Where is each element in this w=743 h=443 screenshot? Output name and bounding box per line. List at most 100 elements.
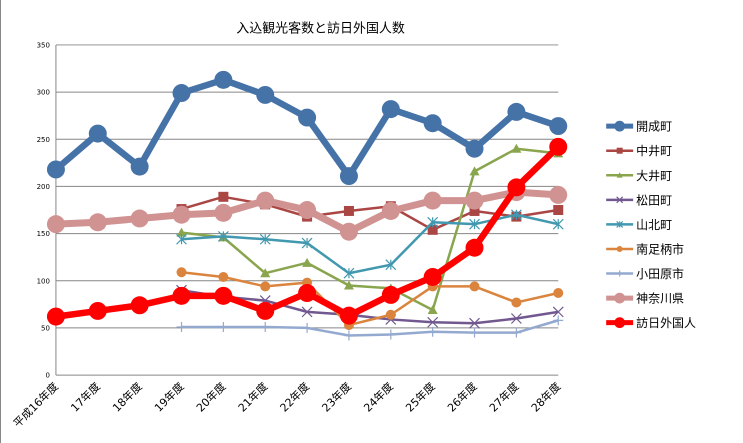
series-line [181, 147, 559, 312]
data-point [218, 191, 229, 202]
data-point [511, 327, 522, 338]
data-point [260, 321, 271, 332]
data-point [298, 108, 317, 127]
x-tick-label: 21年度 [235, 379, 270, 414]
data-point [616, 220, 624, 228]
data-point [218, 321, 229, 332]
data-point [385, 329, 396, 340]
series-訪日外国人 [46, 137, 568, 326]
legend-item: 大井町 [606, 169, 672, 183]
legend-label: 松田町 [636, 193, 672, 207]
legend-label: 中井町 [636, 143, 672, 158]
legend-item: 山北町 [606, 218, 672, 232]
data-point [343, 280, 354, 290]
data-point [427, 316, 439, 328]
data-point [553, 315, 564, 326]
legend-item: 小田原市 [606, 266, 684, 281]
data-point [176, 267, 187, 278]
data-point [256, 85, 275, 104]
x-tick-label: 23年度 [319, 379, 354, 414]
data-point [614, 120, 626, 132]
y-tick-label: 250 [37, 136, 50, 144]
legend-label: 開成町 [636, 120, 672, 134]
data-point [339, 167, 358, 186]
data-point [552, 218, 564, 230]
legend-item: 神奈川県 [606, 292, 684, 306]
x-tick-label: 27年度 [486, 379, 521, 414]
data-point [46, 307, 65, 326]
legend-item: 訪日外国人 [606, 315, 696, 330]
x-tick-label: 25年度 [402, 379, 437, 414]
data-point [427, 216, 439, 228]
data-point [301, 306, 313, 318]
data-point [343, 330, 354, 341]
series-小田原市 [176, 315, 564, 341]
data-point [469, 205, 480, 216]
legend-item: 中井町 [606, 143, 672, 158]
series-line [181, 288, 559, 325]
data-point [176, 227, 187, 237]
legend-label: 神奈川県 [636, 292, 684, 306]
data-point [298, 201, 317, 220]
data-point [427, 305, 438, 314]
data-point [130, 209, 149, 228]
data-point [172, 205, 191, 224]
data-point [217, 231, 229, 242]
legend-label: 大井町 [636, 169, 672, 183]
data-point [385, 259, 397, 271]
data-point [218, 271, 229, 282]
data-point [381, 201, 400, 220]
series-line [181, 319, 559, 337]
data-point [553, 205, 564, 216]
data-point [88, 301, 107, 320]
data-point [614, 317, 626, 329]
legend-label: 山北町 [636, 218, 672, 232]
data-point [256, 301, 275, 320]
data-point [469, 281, 480, 292]
x-tick-label: 24年度 [361, 379, 396, 414]
data-point [302, 322, 313, 333]
data-point [339, 306, 358, 325]
data-point [469, 218, 480, 230]
y-tick-label: 350 [37, 41, 50, 49]
data-point [302, 257, 313, 267]
data-point [172, 286, 191, 305]
data-point [176, 321, 187, 332]
series-大井町 [176, 143, 564, 314]
data-point [549, 137, 568, 156]
data-point [381, 100, 400, 119]
data-point [260, 281, 271, 292]
data-point [427, 224, 438, 235]
data-point [465, 139, 484, 158]
data-point [423, 268, 442, 286]
data-point [339, 222, 358, 241]
x-tick-label: 19年度 [151, 379, 186, 414]
data-point [423, 191, 442, 210]
x-tick-label: 20年度 [193, 379, 228, 414]
data-point [214, 286, 233, 305]
data-point [427, 326, 438, 337]
data-point [616, 172, 623, 178]
data-point [616, 245, 623, 252]
data-point [130, 157, 149, 176]
x-tick-label: 28年度 [528, 379, 563, 414]
data-point [549, 185, 568, 204]
y-tick-label: 200 [37, 183, 50, 191]
y-tick-label: 0 [45, 372, 49, 380]
data-point [507, 102, 526, 121]
legend-label: 訪日外国人 [636, 315, 696, 330]
legend-label: 小田原市 [636, 266, 684, 281]
x-tick-label: 22年度 [277, 379, 312, 414]
data-point [343, 267, 355, 279]
data-point [298, 284, 317, 303]
data-point [88, 213, 107, 232]
legend-item: 松田町 [606, 193, 672, 207]
x-tick-label: 26年度 [444, 379, 479, 414]
data-point [259, 233, 271, 245]
legend-label: 南足柄市 [636, 241, 684, 256]
data-point [616, 270, 623, 277]
data-point [260, 268, 271, 278]
data-point [301, 237, 313, 249]
y-tick-label: 50 [41, 324, 50, 332]
